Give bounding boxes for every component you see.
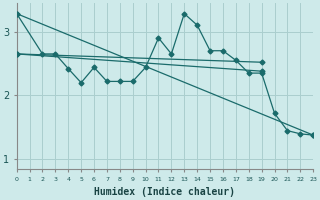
X-axis label: Humidex (Indice chaleur): Humidex (Indice chaleur) xyxy=(94,187,236,197)
